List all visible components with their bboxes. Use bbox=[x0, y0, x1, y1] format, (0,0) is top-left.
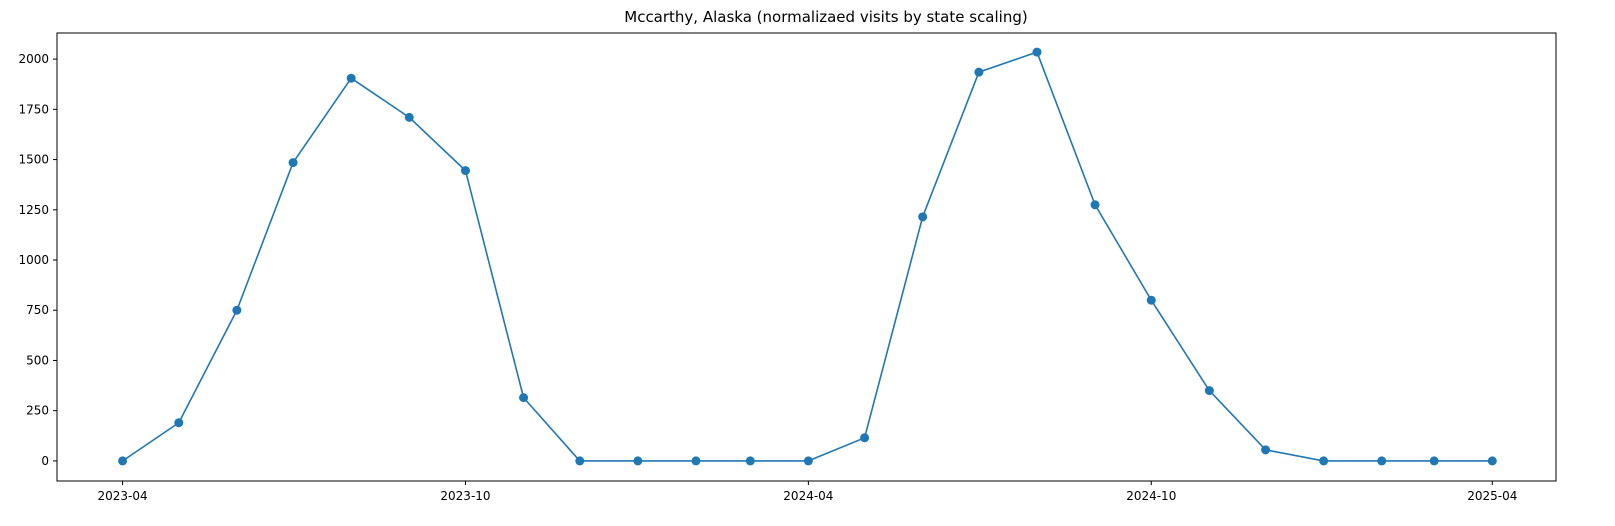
data-point bbox=[633, 456, 643, 466]
plot-frame bbox=[56, 32, 1557, 482]
data-point bbox=[1090, 200, 1100, 210]
y-tick-label: 0 bbox=[41, 454, 49, 468]
data-point bbox=[1032, 47, 1042, 57]
x-tick-label: 2025-04 bbox=[1467, 489, 1517, 503]
data-point bbox=[1429, 456, 1439, 466]
x-tick-label: 2024-04 bbox=[783, 489, 833, 503]
data-point bbox=[118, 456, 128, 466]
y-tick-label: 2000 bbox=[18, 52, 49, 66]
data-point bbox=[404, 112, 414, 122]
data-point bbox=[346, 73, 356, 83]
y-tick-label: 1500 bbox=[18, 153, 49, 167]
y-tick-label: 1750 bbox=[18, 102, 49, 116]
x-axis: 2023-04 2023-10 2024-04 2024-10 2025-04 bbox=[98, 481, 1517, 503]
y-tick-label: 750 bbox=[26, 303, 49, 317]
y-tick-label: 500 bbox=[26, 353, 49, 367]
data-point bbox=[1146, 295, 1156, 305]
data-point bbox=[860, 433, 870, 443]
chart-title: Mccarthy, Alaska (normalizaed visits by … bbox=[624, 8, 1027, 26]
x-tick-label: 2023-10 bbox=[440, 489, 490, 503]
data-point bbox=[745, 456, 755, 466]
series-line bbox=[122, 51, 1493, 462]
data-point bbox=[1487, 456, 1497, 466]
data-point bbox=[232, 305, 242, 315]
y-tick-label: 250 bbox=[26, 404, 49, 418]
series-layer bbox=[118, 47, 1497, 466]
y-tick-label: 1000 bbox=[18, 253, 49, 267]
data-point bbox=[1319, 456, 1329, 466]
y-tick-label: 1250 bbox=[18, 203, 49, 217]
data-point bbox=[460, 166, 470, 176]
data-point bbox=[974, 67, 984, 77]
x-tick-label: 2024-10 bbox=[1126, 489, 1176, 503]
data-point bbox=[691, 456, 701, 466]
data-point bbox=[288, 158, 298, 168]
x-tick-label: 2023-04 bbox=[98, 489, 148, 503]
data-point bbox=[803, 456, 813, 466]
data-point bbox=[519, 393, 529, 403]
y-axis: 0 250 500 750 1000 1250 1500 1750 2000 bbox=[18, 52, 57, 468]
data-point bbox=[1261, 445, 1271, 455]
data-point bbox=[575, 456, 585, 466]
data-point bbox=[1377, 456, 1387, 466]
data-point bbox=[174, 418, 184, 428]
data-point bbox=[1204, 386, 1214, 396]
data-point bbox=[918, 212, 928, 222]
